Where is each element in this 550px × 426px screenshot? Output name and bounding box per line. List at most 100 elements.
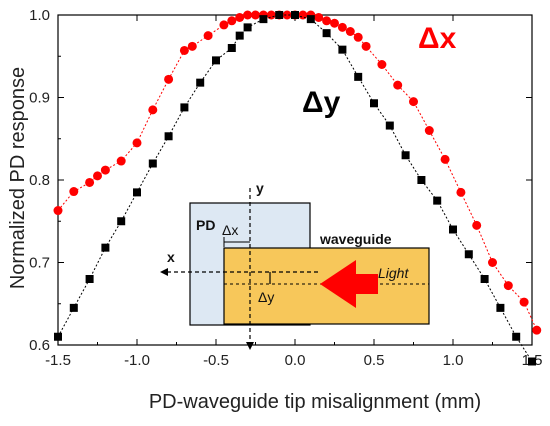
data-point (148, 105, 158, 115)
data-point (337, 22, 347, 32)
axes: -1.5-1.0-0.50.00.51.01.50.60.70.80.91.0 (29, 7, 542, 369)
data-point (496, 303, 505, 312)
data-point (503, 281, 513, 291)
inset-y-label: y (256, 180, 264, 196)
x-tick-label: -1.0 (124, 352, 150, 369)
data-point (212, 56, 220, 65)
data-point (456, 187, 466, 197)
data-point (449, 225, 457, 234)
data-point (117, 217, 126, 226)
data-point (187, 41, 197, 51)
x-tick-label: -0.5 (203, 352, 229, 369)
data-point (409, 97, 418, 107)
data-point (298, 10, 308, 20)
light-arrow-icon (320, 260, 378, 308)
series-dy (54, 11, 536, 366)
data-point (354, 72, 363, 81)
pd-label: PD (196, 217, 215, 233)
inset-dx-label: Δx (222, 222, 238, 238)
data-point (424, 126, 434, 135)
data-point (480, 275, 489, 283)
data-point (401, 151, 410, 160)
data-point (338, 45, 347, 54)
data-point (85, 177, 95, 187)
data-point (69, 187, 79, 197)
data-point (101, 243, 110, 252)
data-point (472, 220, 482, 230)
y-tick-label: 1.0 (29, 7, 50, 24)
data-point (275, 11, 284, 19)
inset-x-label: x (167, 249, 175, 265)
series-line (57, 14, 533, 362)
data-point (345, 27, 355, 36)
x-tick-label: 0.5 (364, 352, 385, 369)
data-point (353, 32, 363, 42)
data-point (243, 23, 252, 32)
data-point (100, 165, 110, 175)
dx-series-label: Δx (418, 22, 457, 55)
inset-y-arrowhead (246, 342, 254, 350)
data-point (132, 138, 142, 148)
data-point (133, 188, 141, 197)
x-axis-title: PD-waveguide tip misalignment (mm) (149, 391, 481, 413)
x-tick-label: 1.0 (443, 352, 464, 369)
data-point (532, 325, 542, 335)
data-point (330, 18, 339, 28)
data-point (196, 78, 205, 87)
inset-x-arrowhead (160, 268, 168, 276)
data-point (227, 16, 237, 26)
data-point (148, 159, 157, 168)
data-point (180, 103, 189, 112)
data-point (385, 121, 394, 130)
y-tick-label: 0.7 (29, 255, 50, 272)
data-point (314, 12, 324, 22)
y-tick-label: 0.8 (29, 172, 50, 189)
waveguide-label: waveguide (319, 231, 392, 247)
data-point (417, 176, 426, 184)
data-point (93, 171, 102, 181)
data-point (464, 250, 473, 259)
data-point (512, 332, 521, 341)
data-point (243, 10, 253, 20)
data-point (370, 99, 378, 108)
data-point (164, 74, 174, 84)
data-point (377, 60, 387, 69)
data-point (322, 16, 332, 26)
data-point (219, 20, 229, 30)
data-point (488, 258, 497, 267)
data-point (54, 332, 62, 341)
y-tick-label: 0.9 (29, 90, 50, 107)
data-point (235, 31, 244, 40)
x-tick-label: -1.5 (45, 352, 71, 369)
data-point (85, 275, 94, 283)
data-point (164, 132, 173, 141)
data-point (440, 154, 450, 164)
data-point (361, 41, 371, 51)
data-point (322, 29, 331, 38)
data-point (251, 10, 260, 20)
data-point (528, 357, 536, 366)
data-point (235, 12, 245, 22)
inset-dy-label: Δy (258, 289, 274, 305)
y-tick-label: 0.6 (29, 337, 50, 354)
data-point (203, 31, 213, 41)
data-point (519, 297, 529, 307)
data-point (259, 15, 268, 24)
light-label: Light (378, 265, 409, 281)
x-tick-label: 0.0 (285, 352, 306, 369)
data-point (393, 80, 403, 90)
dy-series-label: Δy (302, 86, 341, 119)
data-point (433, 196, 442, 205)
data-point (306, 15, 315, 24)
data-point (116, 156, 126, 166)
data-point (69, 303, 78, 312)
data-point (53, 206, 63, 216)
data-point (266, 10, 276, 20)
y-axis-title: Normalized PD response (7, 67, 29, 289)
inset-diagram: PD waveguide Light y x Δx Δy (160, 180, 430, 350)
data-point (291, 11, 299, 19)
data-point (227, 44, 236, 52)
data-point (179, 45, 189, 55)
data-point (282, 10, 292, 20)
